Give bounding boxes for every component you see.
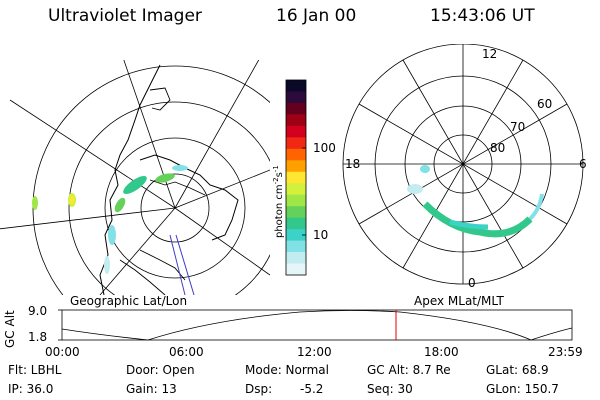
colorbar-segment	[286, 125, 306, 138]
colorbar-segment	[286, 252, 306, 265]
timeline-xtick-4: 23:59	[548, 345, 583, 359]
colorbar-segment	[286, 91, 306, 104]
mlt-label-6: 6	[579, 157, 587, 171]
timeline-xtick-2: 12:00	[297, 345, 332, 359]
apex-caption: Apex MLat/MLT	[414, 294, 504, 308]
footer-mode: Mode: Normal	[245, 363, 329, 377]
colorbar: photon cm-2s-1	[272, 79, 307, 276]
colorbar-segment	[286, 229, 306, 242]
colorbar-segment	[286, 194, 306, 207]
magnetic-map	[342, 44, 584, 285]
lat-label-80: 80	[490, 141, 506, 155]
timeline-ylabel: GC Alt	[3, 310, 17, 348]
colorbar-segment	[286, 240, 306, 253]
colorbar-segment	[286, 102, 306, 115]
colorbar-segment	[286, 171, 306, 184]
lat-label-70: 70	[510, 120, 526, 134]
footer-glat: GLat: 68.9	[486, 363, 549, 377]
lat-label-60: 60	[537, 97, 553, 111]
timeline-ytop: 9.0	[28, 304, 48, 318]
date-label: 16 Jan 00	[276, 6, 357, 26]
colorbar-tick-100: 100	[313, 141, 336, 155]
instrument-title: Ultraviolet Imager	[48, 6, 202, 26]
timeline-xtick-1: 06:00	[169, 345, 204, 359]
footer-dsp-value: -5.2	[300, 382, 324, 396]
footer-ip: IP: 36.0	[8, 382, 54, 396]
colorbar-segment	[286, 183, 306, 196]
colorbar-segment	[286, 263, 306, 276]
footer-flt: Flt: LBHL	[8, 363, 62, 377]
colorbar-label: photon cm-2s-1	[272, 165, 285, 238]
mlt-label-18: 18	[345, 157, 361, 171]
geographic-map	[0, 60, 270, 295]
mlt-label-0: 0	[468, 276, 476, 290]
colorbar-segment	[286, 148, 306, 161]
colorbar-segment	[286, 206, 306, 219]
timeline-xtick-3: 18:00	[424, 345, 459, 359]
colorbar-segment	[286, 160, 306, 173]
footer-dsp-label: Dsp:	[245, 382, 273, 396]
colorbar-segment	[286, 80, 306, 92]
geographic-caption: Geographic Lat/Lon	[70, 294, 188, 308]
footer-gc-alt: GC Alt: 8.7 Re	[367, 363, 451, 377]
footer-glon: GLon: 150.7	[486, 382, 559, 396]
altitude-timeline: GC Alt	[3, 309, 573, 348]
colorbar-segment	[286, 137, 306, 150]
colorbar-segment	[286, 114, 306, 127]
colorbar-tick-10: 10	[313, 228, 329, 242]
footer-door: Door: Open	[126, 363, 195, 377]
footer-gain: Gain: 13	[126, 382, 177, 396]
mlt-label-12: 12	[482, 47, 498, 61]
footer-seq: Seq: 30	[367, 382, 413, 396]
timeline-ybottom: 1.8	[28, 330, 48, 344]
timeline-xtick-0: 00:00	[45, 345, 80, 359]
time-label: 15:43:06 UT	[430, 6, 535, 26]
colorbar-segment	[286, 217, 306, 230]
